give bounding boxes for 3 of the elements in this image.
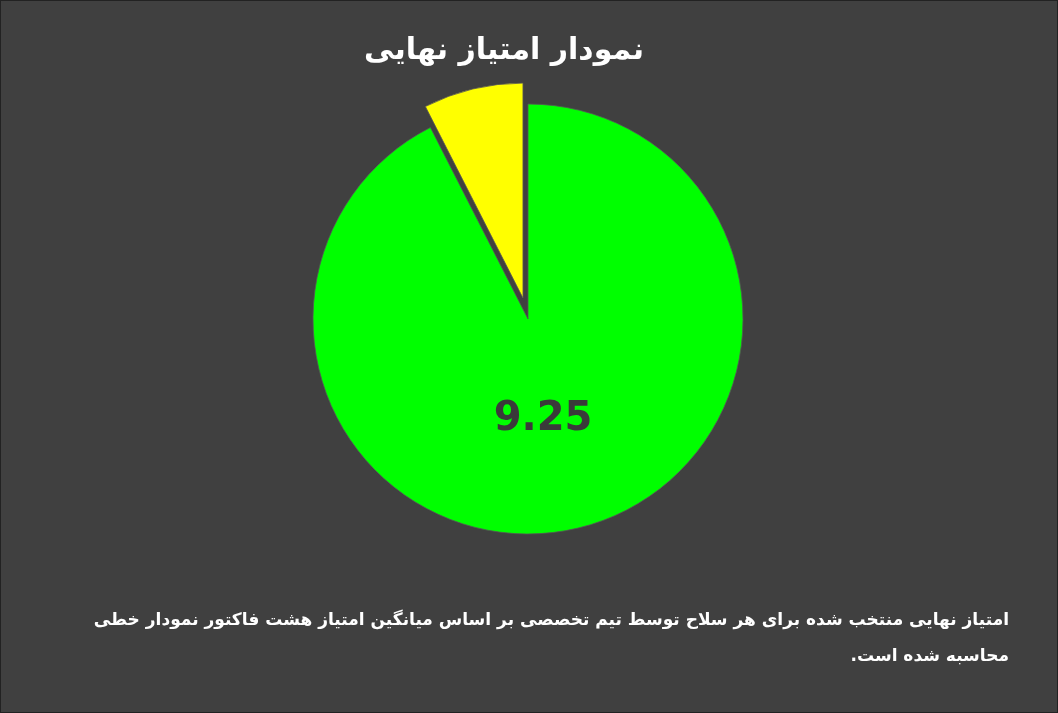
data-label: 9.25 [493,392,593,439]
chart-title: نمودار امتیاز نهایی [363,31,645,66]
text: امتیاز نهایی منتخب شده برای هر سلاح توسط تیم تخصصی بر اساس میانگین امتیاز هشت فاکتور نمودار خطی محاسبه شده است. [92,608,1009,667]
